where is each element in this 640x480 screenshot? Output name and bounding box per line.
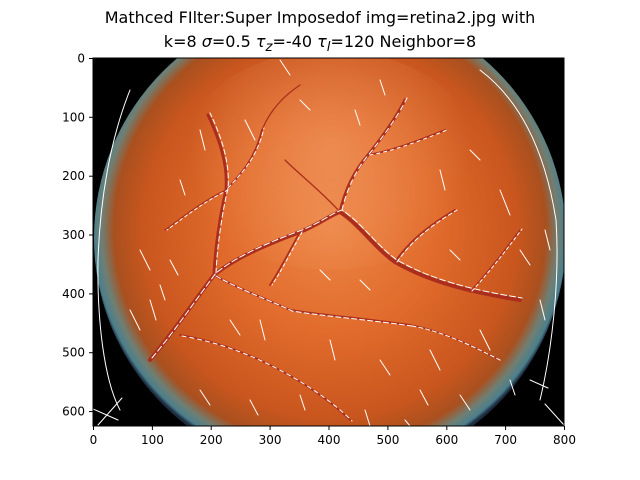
title-neighbor: Neighbor=8: [379, 32, 477, 51]
title-tau-z-value: =-40: [272, 32, 313, 51]
axis-ticks: [89, 58, 565, 430]
filter-detections: [93, 59, 564, 426]
plot-title-line2: k=8 σ=0.5 τz=-40 τl=120 Neighbor=8: [0, 32, 640, 55]
y-tick-label: 300: [62, 228, 85, 242]
x-tick-label: 300: [259, 433, 282, 447]
title-tau-z-subscript: z: [265, 40, 273, 56]
y-tick-label: 100: [62, 110, 85, 124]
x-tick-label: 700: [494, 433, 517, 447]
x-axis-tick-labels: 0 100 200 300 400 500 600 700 800: [90, 433, 576, 447]
title-tau-z-symbol: τ: [255, 32, 266, 51]
title-sigma-symbol: σ: [201, 32, 212, 51]
y-tick-label: 500: [62, 346, 85, 360]
plot-title-line1: Mathced FIlter:Super Imposedof img=retin…: [104, 8, 536, 27]
title-sigma-value: =0.5: [211, 32, 251, 51]
title-k: k=8: [163, 32, 197, 51]
x-tick-label: 100: [141, 433, 164, 447]
x-tick-label: 400: [318, 433, 341, 447]
y-tick-label: 400: [62, 287, 85, 301]
title-tau-l-subscript: l: [326, 40, 331, 56]
retina-image: [93, 58, 564, 426]
y-tick-label: 0: [77, 52, 85, 66]
y-axis-tick-labels: 0 100 200 300 400 500 600: [62, 52, 85, 419]
y-tick-label: 200: [62, 169, 85, 183]
title-tau-l-value: =120: [330, 32, 375, 51]
x-tick-label: 200: [200, 433, 223, 447]
x-tick-label: 600: [435, 433, 458, 447]
x-tick-label: 500: [376, 433, 399, 447]
x-tick-label: 0: [90, 433, 98, 447]
x-tick-label: 800: [553, 433, 576, 447]
title-tau-l-symbol: τ: [317, 32, 327, 51]
y-tick-label: 600: [62, 405, 85, 419]
fundus-highlight: [180, 58, 480, 270]
